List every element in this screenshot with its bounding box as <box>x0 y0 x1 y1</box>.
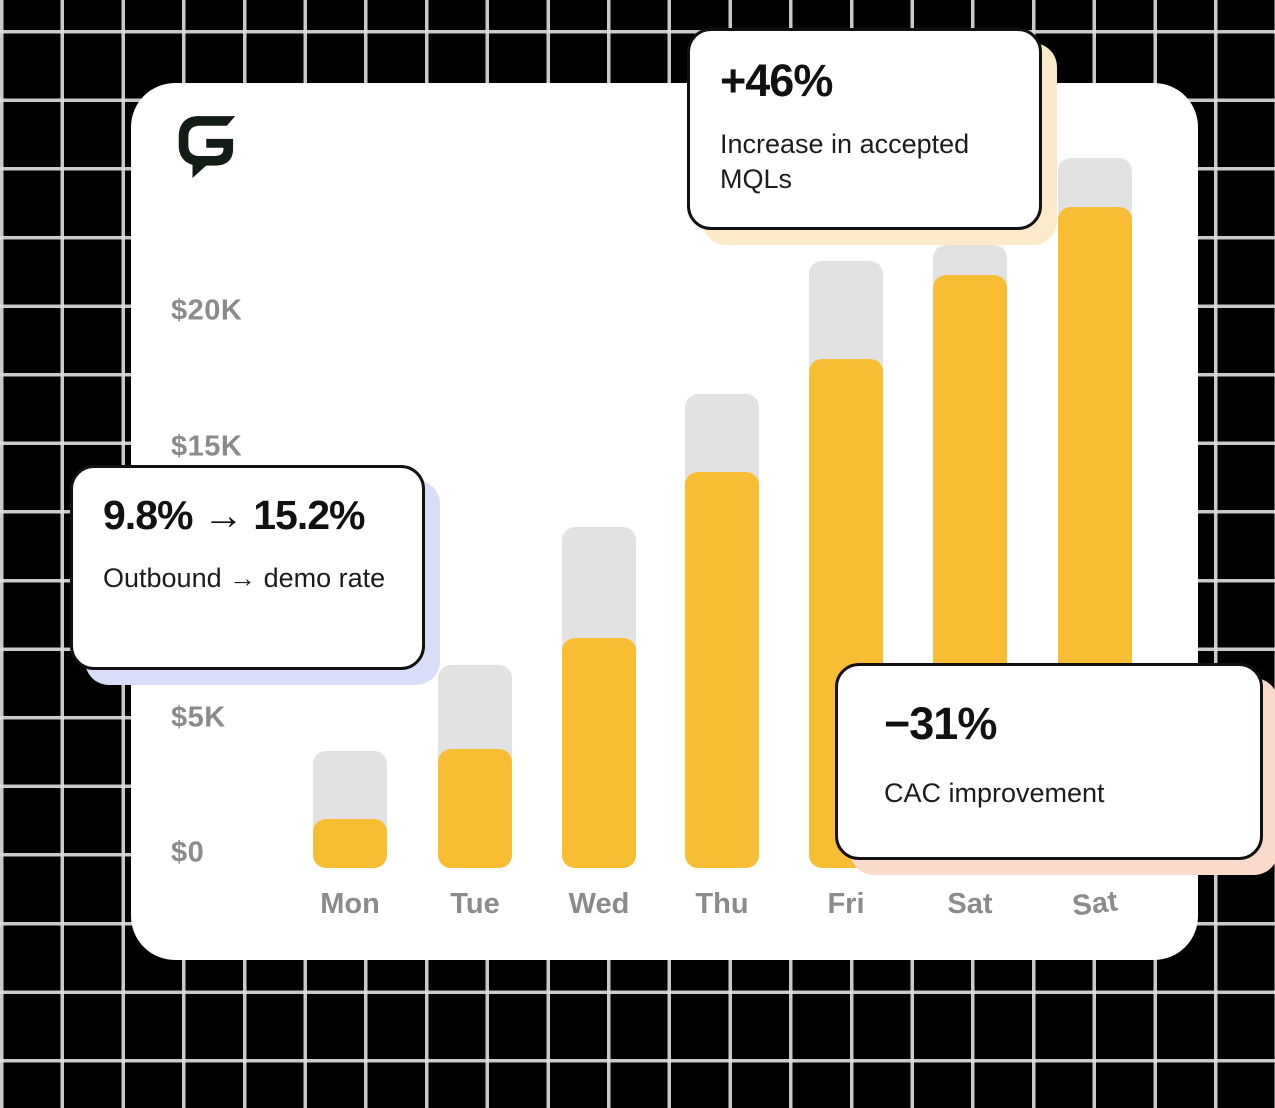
x-axis-label: Wed <box>568 888 630 920</box>
callout-demo-rate-value: 9.8% → 15.2% <box>103 492 366 538</box>
x-axis-label: Sat <box>1070 885 1120 923</box>
callout-mqls: +46% Increase in accepted MQLs <box>687 28 1042 230</box>
bar-value-segment <box>685 472 759 868</box>
callout-demo-rate-label: Outbound → demo rate <box>103 563 386 594</box>
callout-cac: −31% CAC improvement <box>835 663 1263 860</box>
x-axis-label: Tue <box>450 888 500 920</box>
g-speech-bubble-logo <box>178 116 236 178</box>
y-axis-tick-label: $15K <box>171 430 243 462</box>
x-axis-label: Sat <box>947 888 993 920</box>
y-axis-tick-label: $5K <box>171 701 226 733</box>
y-axis-tick-label: $0 <box>171 836 205 869</box>
callout-mqls-value: +46% <box>720 55 833 106</box>
x-axis-label: Mon <box>320 888 380 920</box>
y-axis-tick-label: $20K <box>171 294 243 327</box>
x-axis-label: Fri <box>827 888 865 920</box>
x-axis-label: Thu <box>695 888 749 920</box>
bar-value-segment <box>313 819 387 868</box>
callout-cac-value: −31% <box>884 698 997 749</box>
callout-cac-label: CAC improvement <box>884 777 1105 808</box>
callout-demo-rate: 9.8% → 15.2% Outbound → demo rate <box>70 465 425 670</box>
callout-mqls-label: Increase in accepted MQLs <box>720 128 970 194</box>
bar-value-segment <box>438 748 512 868</box>
bar-value-segment <box>562 637 636 868</box>
